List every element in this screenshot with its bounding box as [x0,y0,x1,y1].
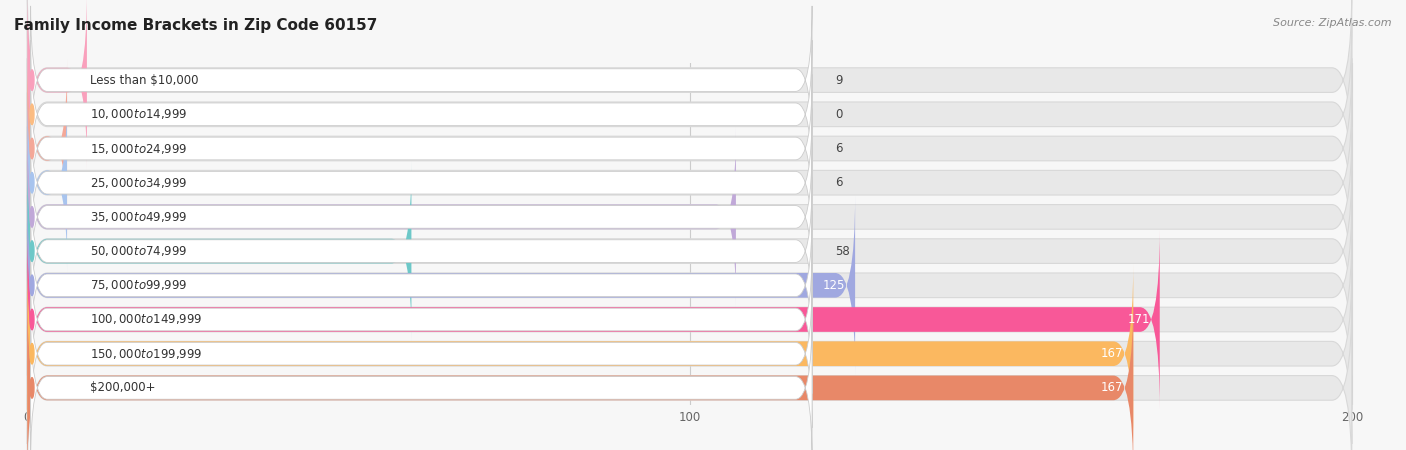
Circle shape [30,172,34,193]
FancyBboxPatch shape [27,126,735,307]
FancyBboxPatch shape [31,40,813,189]
FancyBboxPatch shape [27,161,412,342]
FancyBboxPatch shape [31,74,813,223]
Circle shape [30,207,34,227]
FancyBboxPatch shape [27,0,1351,171]
FancyBboxPatch shape [27,229,1351,410]
Circle shape [30,275,34,296]
FancyBboxPatch shape [31,314,813,450]
Text: $100,000 to $149,999: $100,000 to $149,999 [90,312,202,327]
Text: 6: 6 [835,142,842,155]
Text: 9: 9 [835,74,842,86]
FancyBboxPatch shape [31,245,813,394]
FancyBboxPatch shape [27,229,1160,410]
Text: $50,000 to $74,999: $50,000 to $74,999 [90,244,187,258]
Circle shape [30,378,34,398]
Text: $35,000 to $49,999: $35,000 to $49,999 [90,210,187,224]
FancyBboxPatch shape [27,195,1351,376]
FancyBboxPatch shape [31,177,813,325]
Circle shape [30,309,34,330]
FancyBboxPatch shape [27,263,1351,444]
FancyBboxPatch shape [27,92,67,273]
Text: $10,000 to $14,999: $10,000 to $14,999 [90,107,187,122]
FancyBboxPatch shape [31,6,813,154]
Text: 125: 125 [823,279,845,292]
FancyBboxPatch shape [31,108,813,257]
Text: $25,000 to $34,999: $25,000 to $34,999 [90,176,187,190]
Circle shape [30,70,34,90]
Text: Family Income Brackets in Zip Code 60157: Family Income Brackets in Zip Code 60157 [14,18,377,33]
FancyBboxPatch shape [31,143,813,291]
Circle shape [30,104,34,125]
Text: $200,000+: $200,000+ [90,382,156,394]
FancyBboxPatch shape [27,297,1351,450]
FancyBboxPatch shape [27,0,87,171]
FancyBboxPatch shape [27,195,855,376]
Text: Source: ZipAtlas.com: Source: ZipAtlas.com [1274,18,1392,28]
FancyBboxPatch shape [31,211,813,360]
Text: $15,000 to $24,999: $15,000 to $24,999 [90,141,187,156]
FancyBboxPatch shape [31,279,813,428]
Text: 107: 107 [703,211,725,223]
FancyBboxPatch shape [27,161,1351,342]
FancyBboxPatch shape [27,24,1351,205]
Text: 171: 171 [1128,313,1150,326]
Circle shape [30,138,34,159]
Text: $75,000 to $99,999: $75,000 to $99,999 [90,278,187,293]
FancyBboxPatch shape [27,58,67,239]
FancyBboxPatch shape [27,263,1133,444]
FancyBboxPatch shape [27,297,1133,450]
FancyBboxPatch shape [27,58,1351,239]
Text: 0: 0 [835,108,842,121]
FancyBboxPatch shape [27,92,1351,273]
Text: Less than $10,000: Less than $10,000 [90,74,198,86]
Text: 58: 58 [835,245,851,257]
Circle shape [30,241,34,261]
Text: 6: 6 [835,176,842,189]
Text: 167: 167 [1101,382,1123,394]
Text: 167: 167 [1101,347,1123,360]
FancyBboxPatch shape [27,126,1351,307]
Text: $150,000 to $199,999: $150,000 to $199,999 [90,346,202,361]
Circle shape [30,343,34,364]
